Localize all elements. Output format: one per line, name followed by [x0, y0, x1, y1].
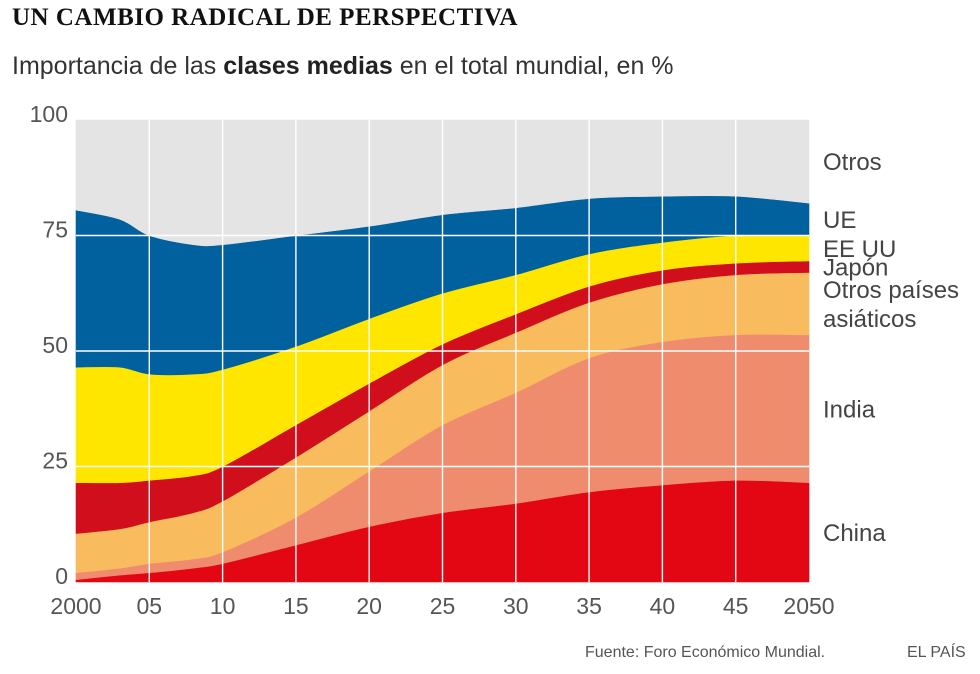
series-label-china: China — [823, 520, 886, 547]
x-tick-label-2015: 15 — [283, 593, 309, 619]
axes-layer: 0 25 50 75 100 2000 05 10 15 20 25 30 35 40 45 2050 — [30, 101, 835, 619]
y-tick-label-75: 75 — [42, 217, 68, 243]
x-tick-label-2035: 35 — [576, 593, 602, 619]
source-note: Fuente: Foro Económico Mundial. — [585, 644, 826, 661]
subtitle-text-post: en el total mundial, en % — [392, 52, 674, 80]
chart-subtitle: Importancia de las clases medias en el t… — [12, 52, 674, 81]
x-tick-label-2030: 30 — [503, 593, 529, 619]
series-label-otros-paises-asiaticos-line-2: asiáticos — [823, 306, 916, 333]
y-tick-label-0: 0 — [55, 563, 68, 589]
series-label-otros-paises-asiaticos-line-1: Otros países — [823, 277, 959, 304]
subtitle-text-pre: Importancia de las — [12, 52, 224, 80]
chart-title: UN CAMBIO RADICAL DE PERSPECTIVA — [12, 4, 518, 31]
x-tick-label-2050: 2050 — [783, 593, 834, 619]
y-tick-label-25: 25 — [42, 448, 68, 474]
series-label-ee-uu: EE UU — [823, 236, 896, 263]
grid-layer — [76, 120, 809, 582]
series-label-otros: Otros — [823, 149, 882, 176]
x-tick-label-2000: 2000 — [50, 593, 101, 619]
series-label-india: India — [823, 396, 876, 423]
x-tick-label-2040: 40 — [650, 593, 676, 619]
x-tick-label-2025: 25 — [430, 593, 456, 619]
subtitle-text-bold: clases medias — [223, 52, 393, 80]
x-tick-label-2005: 05 — [137, 593, 163, 619]
brand-name: EL PAÍS — [907, 644, 966, 661]
x-tick-label-2045: 45 — [723, 593, 749, 619]
y-tick-label-50: 50 — [42, 332, 68, 358]
series-label-ue: UE — [823, 207, 856, 234]
series-label-japon: Japón — [823, 254, 888, 281]
x-tick-label-2020: 20 — [356, 593, 382, 619]
x-tick-label-2010: 10 — [210, 593, 236, 619]
y-tick-label-100: 100 — [30, 101, 68, 127]
